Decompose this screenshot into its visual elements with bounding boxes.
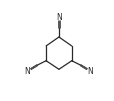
Text: N: N	[87, 67, 92, 76]
Text: N: N	[24, 67, 30, 76]
Text: N: N	[56, 13, 61, 22]
